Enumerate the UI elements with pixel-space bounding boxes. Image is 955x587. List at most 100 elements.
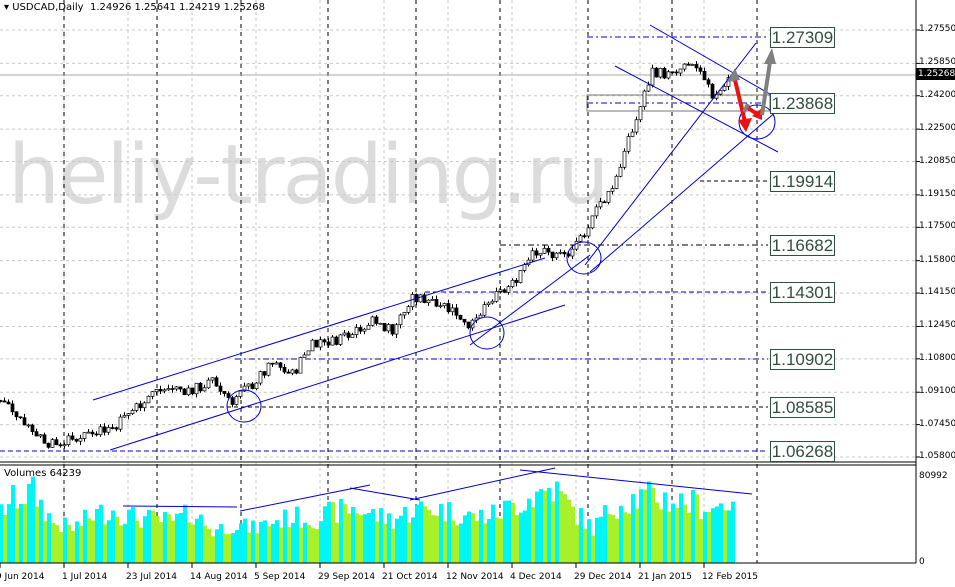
candle-body: [546, 248, 551, 253]
candle: [690, 63, 695, 66]
volume-bar: [195, 518, 199, 563]
candle: [346, 330, 351, 341]
channel-upper-line: [92, 257, 546, 401]
candle-body: [586, 227, 591, 237]
volume-min-label: 0: [919, 557, 925, 567]
candle-body: [574, 240, 579, 250]
candle: [598, 197, 603, 210]
candle: [194, 382, 199, 398]
candle-body: [70, 435, 75, 440]
candle-body: [698, 67, 703, 72]
candle-body: [706, 79, 711, 85]
volume-bar: [719, 503, 723, 563]
candle: [38, 433, 43, 439]
volume-bar: [99, 504, 103, 563]
candle: [246, 383, 251, 390]
candle-body: [426, 299, 431, 304]
candle-body: [250, 383, 255, 390]
volume-bar: [95, 508, 99, 563]
candle-body: [302, 354, 307, 358]
volume-bar: [623, 512, 627, 563]
candle: [66, 433, 71, 447]
trend-lines: [92, 24, 779, 512]
candle-body: [482, 304, 487, 316]
x-tick-label: 14 Aug 2014: [190, 572, 248, 582]
volume-bar: [607, 514, 611, 563]
candle-body: [210, 377, 215, 381]
volume-bar: [591, 535, 595, 563]
circle-marker: [226, 389, 262, 423]
volume-bar: [187, 522, 191, 563]
candle: [698, 65, 703, 75]
candle: [438, 302, 443, 309]
volume-bar: [595, 517, 599, 563]
candle-body: [54, 439, 59, 446]
volume-bar: [655, 502, 659, 563]
candle-body: [338, 334, 343, 345]
candle-body: [598, 201, 603, 208]
circle-marker: [738, 104, 776, 140]
candle: [174, 386, 179, 391]
candle: [514, 278, 519, 287]
candle-body: [690, 64, 695, 66]
candle: [6, 399, 11, 405]
candle: [230, 395, 235, 408]
candle: [18, 416, 23, 420]
volume-bar: [143, 516, 147, 563]
candle-body: [458, 314, 463, 320]
candle-body: [330, 336, 335, 346]
candle: [126, 413, 131, 420]
volume-bar: [635, 508, 639, 563]
volume-max-label: 80992: [919, 471, 948, 481]
grid: [0, 0, 920, 568]
volume-bar: [663, 492, 667, 563]
candle-body: [242, 385, 247, 392]
volume-bar: [131, 507, 135, 563]
candle: [506, 285, 511, 295]
candle-body: [126, 413, 131, 416]
candle: [94, 431, 99, 437]
candle-body: [514, 279, 519, 283]
candle-body: [0, 400, 3, 402]
volume-bar: [423, 506, 427, 563]
candle-body: [234, 396, 239, 405]
candle: [62, 442, 67, 449]
candle: [666, 69, 671, 80]
y-tick-label: 1.19150: [919, 188, 955, 199]
candle-body: [222, 391, 227, 394]
candle-body: [322, 339, 327, 343]
volume-bar: [347, 513, 351, 563]
candle-body: [134, 403, 139, 411]
candle: [290, 368, 295, 376]
candle: [414, 293, 419, 306]
candle: [314, 339, 319, 348]
candle: [0, 399, 3, 403]
candle: [326, 338, 331, 348]
candle-body: [398, 314, 403, 326]
volume-bar: [447, 502, 451, 563]
y-tick-label: 1.07450: [919, 418, 955, 429]
candle: [402, 312, 407, 319]
volume-bar: [379, 508, 383, 563]
volume-bar: [311, 528, 315, 563]
volume-bar: [203, 525, 207, 563]
candle-body: [318, 339, 323, 348]
candle-body: [666, 71, 671, 79]
candle: [446, 299, 451, 314]
candle-body: [542, 248, 547, 254]
volume-bar: [139, 527, 143, 563]
volume-bar: [467, 511, 471, 563]
candle-body: [442, 303, 447, 307]
volume-bar: [415, 504, 419, 563]
candle-body: [642, 90, 647, 107]
candle-body: [578, 235, 583, 242]
volume-bar: [579, 508, 583, 563]
candle-body: [378, 322, 383, 325]
volume-bar: [103, 524, 107, 563]
volume-bar: [59, 532, 63, 563]
y-tick-label: 1.22500: [919, 123, 955, 134]
candle: [546, 245, 551, 256]
candle-body: [602, 201, 607, 204]
